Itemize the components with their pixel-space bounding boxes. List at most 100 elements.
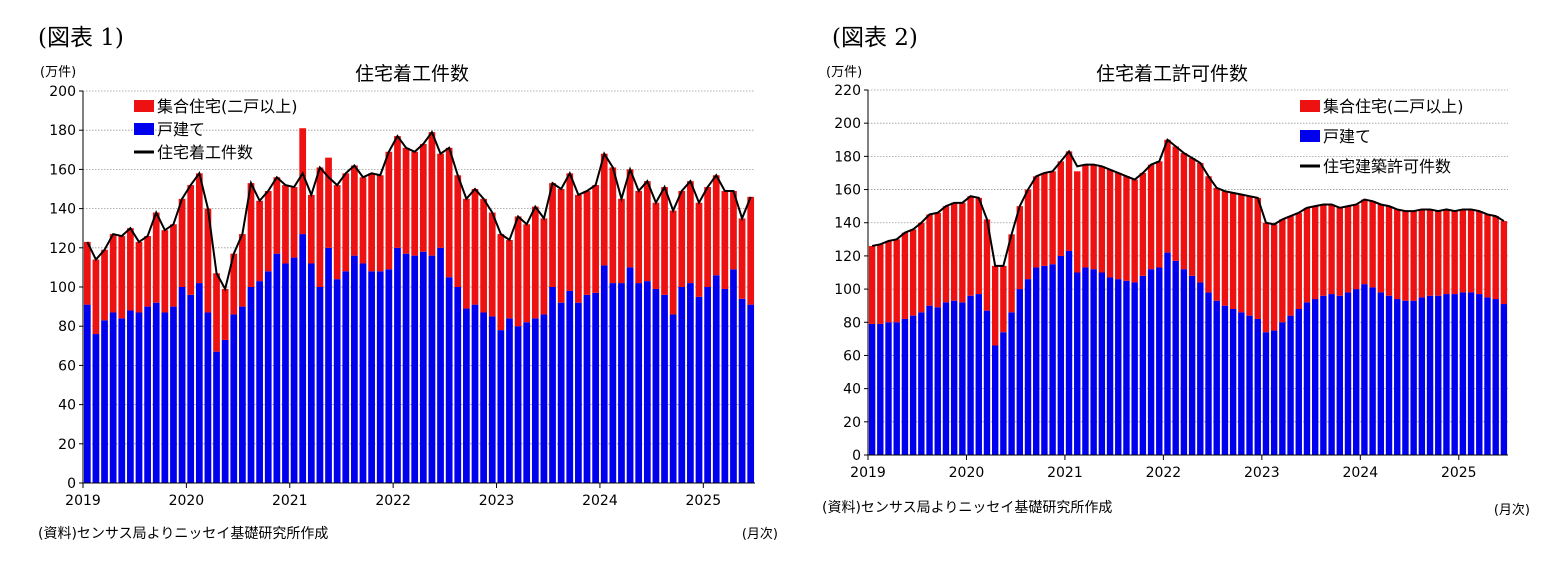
y-unit-label: (万件) xyxy=(826,65,862,80)
bar-multi-family xyxy=(152,212,160,303)
y-tick-label: 180 xyxy=(834,149,861,165)
bar-single-family xyxy=(1443,294,1450,455)
bar-multi-family xyxy=(135,241,143,313)
bar-single-family xyxy=(1205,292,1212,455)
bar-single-family xyxy=(1467,292,1475,455)
bar-multi-family xyxy=(1041,172,1048,266)
bar-multi-family xyxy=(1229,192,1237,309)
bar-single-family xyxy=(1311,299,1319,455)
bar-single-family xyxy=(1016,289,1023,455)
bar-multi-family xyxy=(213,273,220,352)
bar-single-family xyxy=(868,323,876,455)
bar-multi-family xyxy=(609,167,617,284)
bar-single-family xyxy=(170,306,177,483)
bar-single-family xyxy=(1057,255,1065,455)
bar-multi-family xyxy=(712,175,720,276)
bar-multi-family xyxy=(1033,176,1040,268)
y-unit-label: (万件) xyxy=(40,65,76,80)
bar-multi-family xyxy=(523,224,531,323)
bar-single-family xyxy=(926,305,933,455)
bar-single-family xyxy=(678,287,686,483)
bar-multi-family xyxy=(256,200,263,282)
bar-single-family xyxy=(1098,272,1106,455)
bar-single-family xyxy=(967,295,974,455)
bar-single-family xyxy=(942,302,950,455)
bar-multi-family xyxy=(1115,172,1122,280)
bar-single-family xyxy=(1000,332,1007,455)
bar-single-family xyxy=(135,312,143,483)
bar-single-family xyxy=(704,287,711,483)
bar-single-family xyxy=(730,269,737,483)
x-tick-label: 2020 xyxy=(949,465,985,481)
x-tick-label: 2024 xyxy=(582,493,618,509)
bar-single-family xyxy=(316,287,324,483)
bar-single-family xyxy=(1229,309,1237,455)
bar-single-family xyxy=(959,302,966,455)
y-tick-label: 100 xyxy=(834,282,861,298)
legend-swatch xyxy=(1300,130,1320,142)
bar-multi-family xyxy=(1188,158,1196,276)
bar-single-family xyxy=(195,283,203,483)
bar-single-family xyxy=(1115,279,1122,455)
bar-single-family xyxy=(480,312,487,483)
y-tick-label: 40 xyxy=(58,398,76,414)
bar-single-family xyxy=(247,287,255,483)
bar-multi-family xyxy=(264,190,272,272)
bar-multi-family xyxy=(170,224,177,307)
building-permits-chart: 住宅着工許可件数 (万件) (資料)センサス局よりニッセイ基礎研究所作成 (月次… xyxy=(822,63,1530,518)
bar-single-family xyxy=(437,247,444,483)
bar-multi-family xyxy=(918,222,925,313)
bar-multi-family xyxy=(643,181,651,282)
bar-multi-family xyxy=(428,132,436,256)
bar-multi-family xyxy=(488,212,496,317)
bar-multi-family xyxy=(1295,212,1302,309)
bar-single-family xyxy=(1008,312,1015,455)
bar-single-family xyxy=(178,287,186,483)
bar-multi-family xyxy=(747,196,755,305)
bar-multi-family xyxy=(437,153,444,248)
bar-single-family xyxy=(1180,269,1188,455)
bar-multi-family xyxy=(221,288,229,340)
bar-multi-family xyxy=(1361,199,1368,285)
bar-single-family xyxy=(101,320,108,483)
bar-multi-family xyxy=(1336,207,1343,296)
bar-multi-family xyxy=(1221,191,1229,306)
bar-single-family xyxy=(669,314,677,483)
bar-single-family xyxy=(307,263,315,483)
bar-single-family xyxy=(1090,269,1097,455)
legend-swatch xyxy=(1300,100,1320,112)
bar-multi-family xyxy=(1065,151,1073,251)
bar-single-family xyxy=(1279,322,1286,455)
bar-multi-family xyxy=(669,210,677,315)
bar-single-family xyxy=(1459,292,1467,455)
bar-single-family xyxy=(918,312,925,455)
bar-single-family xyxy=(463,308,470,483)
bar-multi-family xyxy=(540,218,548,315)
bar-multi-family xyxy=(1500,221,1508,305)
bar-single-family xyxy=(1287,315,1294,455)
bar-multi-family xyxy=(1074,171,1081,273)
bar-single-family xyxy=(1049,264,1056,455)
bar-multi-family xyxy=(299,128,307,235)
bar-multi-family xyxy=(1320,204,1327,296)
x-tick-label: 2023 xyxy=(479,493,515,509)
bar-single-family xyxy=(342,271,350,483)
bar-single-family xyxy=(325,247,332,483)
bar-single-family xyxy=(1238,312,1245,455)
bar-single-family xyxy=(643,281,651,483)
bar-single-family xyxy=(471,304,479,483)
bar-single-family xyxy=(1385,295,1393,455)
bar-multi-family xyxy=(230,253,238,315)
bar-multi-family xyxy=(1435,211,1442,296)
bar-multi-family xyxy=(359,177,367,264)
bar-single-family xyxy=(934,307,941,455)
plot-area: 0 20 40 60 80 100 120 140 160 180 200 2019 2020 2021 2… xyxy=(49,84,755,509)
bar-multi-family xyxy=(704,187,711,287)
source-note: (資料)センサス局よりニッセイ基礎研究所作成 xyxy=(822,499,1112,516)
bar-single-family xyxy=(394,247,401,483)
bar-single-family xyxy=(118,318,126,483)
bar-multi-family xyxy=(1476,211,1483,295)
bar-single-family xyxy=(385,269,393,483)
